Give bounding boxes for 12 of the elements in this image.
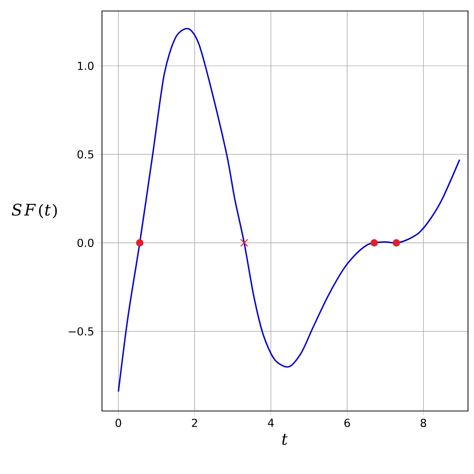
y-tick-label: 0.0 (78, 238, 94, 247)
y-tick-label: 1.0 (78, 62, 94, 70)
x-tick-label: 2 (192, 418, 198, 427)
y-tick-label: −0.5 (68, 327, 94, 336)
x-tick-label: 4 (268, 418, 274, 427)
line-series (118, 28, 460, 392)
x-axis-title: $t$ (282, 434, 288, 445)
y-tick-label: 0.5 (78, 150, 94, 159)
x-tick-label: 0 (116, 418, 122, 428)
x-tick-label: 6 (344, 418, 350, 428)
y-axis-title: $SF(t)$ (12, 204, 57, 218)
x-tick-label: 8 (420, 418, 426, 428)
